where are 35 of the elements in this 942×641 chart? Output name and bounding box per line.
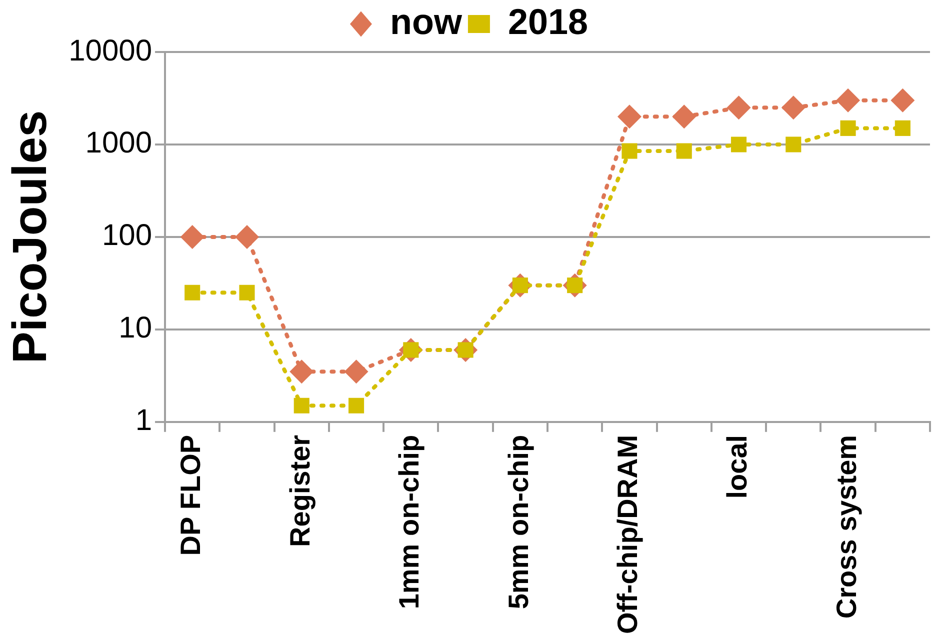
point xyxy=(180,224,204,249)
point xyxy=(672,104,696,129)
point xyxy=(730,136,747,152)
point xyxy=(836,88,860,112)
legend-label: now xyxy=(390,0,463,42)
x-tick-label: 5mm on-chip xyxy=(502,434,534,610)
x-tick-label: Off-chip/DRAM xyxy=(612,434,644,634)
x-tick-label: Register xyxy=(284,434,316,547)
point xyxy=(184,284,200,300)
legend-label: 2018 xyxy=(508,0,588,42)
y-tick-label: 1000 xyxy=(85,126,152,160)
y-tick-label: 10000 xyxy=(68,34,152,68)
point xyxy=(234,224,259,249)
point xyxy=(840,120,856,136)
point xyxy=(344,360,368,384)
point xyxy=(348,398,364,414)
y-tick-label: 10 xyxy=(118,312,152,345)
point xyxy=(786,136,802,152)
y-tick-label: 1 xyxy=(135,404,152,438)
x-tick-label: 1mm on-chip xyxy=(394,434,425,610)
y-tick-label: 100 xyxy=(102,219,152,252)
point xyxy=(290,360,314,384)
x-tick-label: DP FLOP xyxy=(175,434,206,556)
point xyxy=(726,96,751,120)
point xyxy=(894,120,910,136)
point xyxy=(890,88,915,112)
point xyxy=(676,143,692,159)
point xyxy=(239,284,255,300)
point xyxy=(294,398,310,414)
y-axis-title: PicoJoules xyxy=(4,110,58,364)
point xyxy=(622,143,638,159)
point xyxy=(617,104,642,129)
x-tick-label: local xyxy=(721,434,752,499)
point xyxy=(781,96,806,120)
x-tick-label: Cross system xyxy=(830,434,862,619)
